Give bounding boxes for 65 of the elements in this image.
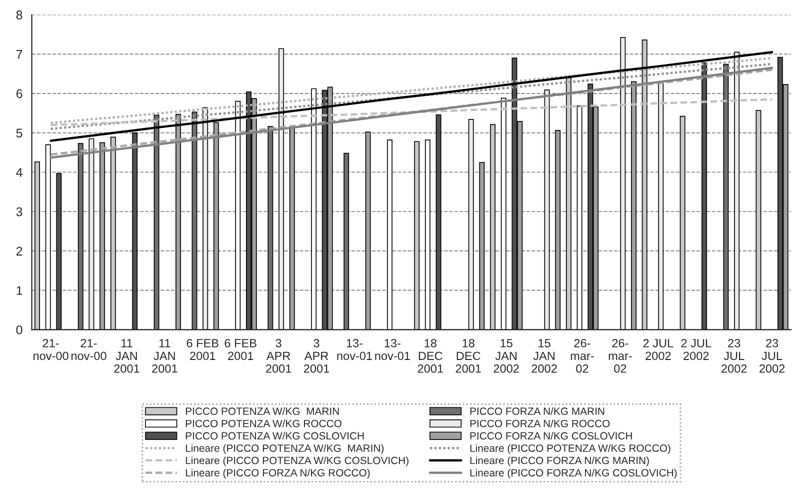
legend-label: Lineare (PICCO FORZA N/KG MARIN) bbox=[470, 456, 649, 466]
x-tick-label: 2 JUL 2002 bbox=[643, 338, 674, 360]
x-tick-label: 15 JAN 2002 bbox=[494, 339, 519, 373]
bar bbox=[468, 119, 474, 330]
x-tick-label: 18 DEC 2001 bbox=[418, 338, 443, 373]
bar bbox=[436, 114, 442, 330]
legend-label: PICCO FORZA N/KG COSLOVICH bbox=[470, 432, 632, 440]
x-tick-label: 23 JUL 2002 bbox=[760, 338, 785, 373]
bar bbox=[424, 140, 430, 330]
x-tick-label: 23 JUL 2002 bbox=[722, 338, 747, 373]
y-tick-label: 0 bbox=[16, 325, 22, 334]
x-tick-label: 26- mar- 02 bbox=[570, 338, 594, 373]
x-tick-label: 11 JAN 2001 bbox=[152, 339, 178, 373]
legend-label: PICCO POTENZA W/KG MARIN bbox=[186, 407, 339, 415]
legend-label: Lineare (PICCO FORZA N/KG COSLOVICH) bbox=[470, 468, 677, 479]
x-tick-label: 6 FEB 2001 bbox=[186, 338, 218, 360]
x-tick-label: 15 JAN 2002 bbox=[532, 339, 557, 373]
bar bbox=[723, 64, 729, 330]
y-tick-label: 8 bbox=[16, 10, 22, 20]
bar bbox=[289, 126, 295, 330]
bar bbox=[576, 106, 582, 330]
legend-label: PICCO POTENZA W/KG ROCCO bbox=[186, 420, 342, 428]
x-tick-label: 2 JUL 2002 bbox=[681, 338, 712, 360]
x-tick-label: 11 JAN 2001 bbox=[114, 339, 140, 373]
x-tick-label: 21- nov-00 bbox=[71, 338, 106, 360]
bar bbox=[344, 152, 350, 330]
x-tick-label: 18 DEC 2001 bbox=[456, 338, 481, 373]
x-tick-label: 13- nov-01 bbox=[337, 338, 372, 360]
y-tick-label: 6 bbox=[16, 89, 22, 98]
bar bbox=[386, 140, 392, 330]
legend-label: Lineare (PICCO POTENZA W/KG MARIN) bbox=[186, 444, 384, 454]
bar bbox=[555, 130, 561, 330]
bar bbox=[490, 124, 496, 330]
bar bbox=[500, 98, 506, 330]
legend-label: PICCO POTENZA W/KG COSLOVICH bbox=[186, 432, 364, 440]
bar bbox=[56, 172, 62, 330]
bar bbox=[479, 162, 485, 330]
bar bbox=[34, 162, 40, 330]
bar bbox=[110, 136, 116, 330]
legend-label: PICCO FORZA N/KG MARIN bbox=[470, 407, 604, 415]
bar bbox=[680, 116, 686, 330]
x-tick-label: 6 FEB 2001 bbox=[224, 338, 256, 360]
bar bbox=[78, 143, 84, 330]
x-tick-label: 13- nov-01 bbox=[375, 338, 410, 360]
legend-label: PICCO FORZA N/KG ROCCO bbox=[470, 420, 610, 428]
bar bbox=[268, 126, 274, 330]
legend-label: Lineare (PICCO FORZA N/KG ROCCO) bbox=[186, 468, 370, 479]
bar bbox=[365, 132, 371, 330]
x-tick-label: 21- nov-00 bbox=[34, 338, 68, 360]
x-tick-label: 3 APR 2001 bbox=[304, 338, 330, 373]
bar bbox=[756, 110, 762, 330]
y-tick-label: 1 bbox=[16, 286, 22, 295]
bar bbox=[544, 90, 550, 330]
y-tick-label: 5 bbox=[16, 128, 22, 138]
bar bbox=[658, 82, 664, 330]
x-tick-label: 26- mar- 02 bbox=[608, 338, 632, 373]
bar bbox=[414, 141, 420, 330]
y-tick-label: 3 bbox=[16, 207, 22, 216]
y-tick-label: 2 bbox=[16, 246, 22, 256]
x-tick-label: 3 APR 2001 bbox=[266, 338, 292, 373]
legend-label: Lineare (PICCO POTENZA W/KG ROCCO) bbox=[470, 444, 670, 454]
y-tick-label: 7 bbox=[16, 50, 22, 59]
y-tick-label: 4 bbox=[16, 168, 22, 177]
legend-label: Lineare (PICCO POTENZA W/KG COSLOVICH) bbox=[186, 456, 408, 466]
bar bbox=[45, 144, 51, 330]
